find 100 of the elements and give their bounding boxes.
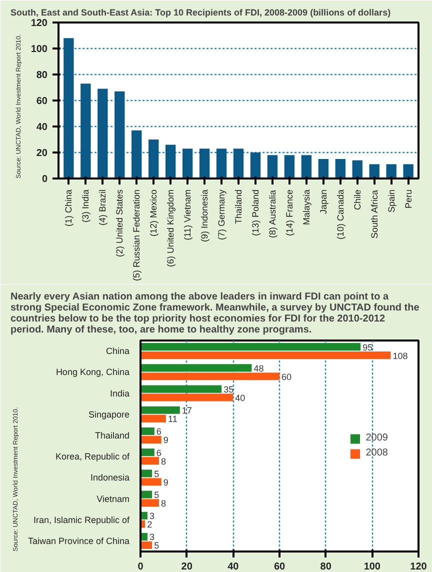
- bar: [140, 490, 152, 498]
- bar: [140, 343, 361, 351]
- x-tick-label: (9) Indonesia: [200, 189, 210, 242]
- x-tick-label: (3) India: [80, 189, 91, 223]
- y-tick-label: 60: [36, 96, 48, 107]
- y-tick-label: 0: [42, 174, 48, 185]
- x-tick-label: 100: [364, 562, 381, 572]
- data-label: 5: [154, 468, 160, 479]
- bar: [182, 148, 193, 178]
- bar: [284, 155, 295, 178]
- data-label: 95: [362, 342, 373, 352]
- y-tick-label: 80: [36, 70, 48, 81]
- bar: [335, 159, 346, 178]
- y-tick-label: Korea, Republic of: [55, 452, 130, 462]
- bar: [140, 385, 222, 393]
- bar: [140, 448, 154, 456]
- chart-title: South, East and South-East Asia: Top 10 Recipients of FDI, 2008-2009 (billions of dollars): [10, 8, 391, 18]
- data-label: 5: [154, 540, 160, 551]
- x-tick-label: (4) Brazil: [98, 189, 108, 226]
- x-tick-label: (7) Germany: [216, 189, 227, 240]
- data-label: 35: [224, 384, 234, 395]
- data-label: 48: [254, 363, 264, 374]
- data-label: 60: [282, 372, 292, 382]
- x-tick-label: (12) Mexico: [148, 189, 159, 237]
- data-label: 108: [392, 350, 408, 361]
- y-tick-label: Taiwan Province of China: [28, 536, 130, 546]
- data-label: 6: [156, 448, 162, 458]
- bar: [318, 159, 328, 178]
- bar: [140, 351, 391, 360]
- data-label: 8: [161, 498, 166, 508]
- x-tick-label: 120: [410, 562, 428, 572]
- data-label: 5: [154, 490, 160, 500]
- y-tick-label: 40: [36, 122, 48, 133]
- x-tick-label: 60: [274, 562, 286, 572]
- bar: [250, 152, 261, 178]
- y-tick-label: India: [110, 388, 130, 398]
- x-tick-label: Malaysia: [301, 189, 312, 226]
- x-tick-label: (1) China: [64, 190, 74, 227]
- data-label: 8: [161, 456, 166, 466]
- x-tick-label: Chile: [352, 189, 362, 210]
- bar: [140, 406, 180, 414]
- y-tick-label: 100: [30, 44, 48, 55]
- bar: [140, 499, 160, 507]
- bar: [267, 155, 278, 178]
- chart-title: Nearly every Asian nation among the above leaders in inward FDI can point to a strong Special Economic Zone framework. Meanwhile, a survey by UNCTAD found the countries below to be the top priority host economies for FDI for the 2010-2012 period. Many of these, too, are home to healthy zone programs.: [10, 292, 420, 336]
- y-tick-label: Indonesia: [90, 472, 130, 483]
- y-tick-label: China: [106, 346, 130, 356]
- data-label: 3: [149, 511, 154, 522]
- y-tick-label: Vietnam: [96, 494, 130, 504]
- bar: [369, 164, 380, 178]
- x-tick-label: 40: [228, 562, 240, 572]
- y-tick-label: Iran, Islamic Republic of: [33, 514, 130, 525]
- bar: [216, 148, 227, 178]
- bar: [64, 38, 74, 178]
- data-label: 11: [168, 414, 178, 424]
- data-label: 40: [235, 392, 246, 403]
- bar: [80, 84, 91, 178]
- bar: [132, 130, 142, 178]
- x-tick-label: (11) Vietnam: [182, 189, 193, 240]
- bar: [140, 456, 160, 465]
- x-tick-label: 0: [138, 562, 144, 572]
- bar: [140, 427, 154, 436]
- bar: [403, 164, 414, 178]
- x-tick-label: (2) United States: [114, 189, 125, 258]
- y-tick-label: 20: [36, 148, 48, 159]
- bar: [199, 148, 210, 178]
- data-label: 3: [149, 532, 154, 542]
- bar: [140, 436, 162, 444]
- x-tick-label: 20: [181, 562, 193, 572]
- bar: [301, 155, 312, 178]
- bar: [386, 164, 396, 178]
- data-label: 9: [163, 435, 168, 446]
- bar: [114, 91, 125, 178]
- bar: [352, 160, 362, 178]
- x-tick-label: (10) Canada: [335, 189, 346, 240]
- bar: [140, 372, 280, 380]
- y-tick-label: Singapore: [88, 409, 130, 420]
- x-tick-label: South Africa: [369, 190, 380, 239]
- x-tick-label: (14) France: [284, 189, 294, 236]
- x-tick-label: (6) United Kingdom: [166, 189, 176, 268]
- x-tick-label: Japan: [318, 189, 328, 214]
- bar: [140, 414, 166, 422]
- y-tick-label: Thailand: [94, 430, 130, 440]
- x-tick-label: 80: [320, 562, 332, 572]
- data-label: 9: [163, 477, 168, 488]
- x-tick-label: Spain: [386, 189, 396, 213]
- legend-label: 2009: [366, 432, 388, 444]
- bar: [140, 394, 234, 402]
- bar: [140, 364, 252, 372]
- data-label: 17: [182, 406, 192, 416]
- bar: [148, 140, 159, 178]
- y-tick-label: 120: [30, 18, 48, 29]
- bar: [140, 478, 162, 486]
- data-label: 6: [156, 426, 162, 437]
- x-tick-label: Thailand: [234, 189, 244, 224]
- x-tick-label: (5) Russian Federation: [132, 189, 142, 282]
- bar: [233, 148, 244, 178]
- bar: [98, 88, 108, 178]
- data-label: 2: [147, 520, 152, 530]
- x-tick-label: (8) Australia: [267, 190, 278, 238]
